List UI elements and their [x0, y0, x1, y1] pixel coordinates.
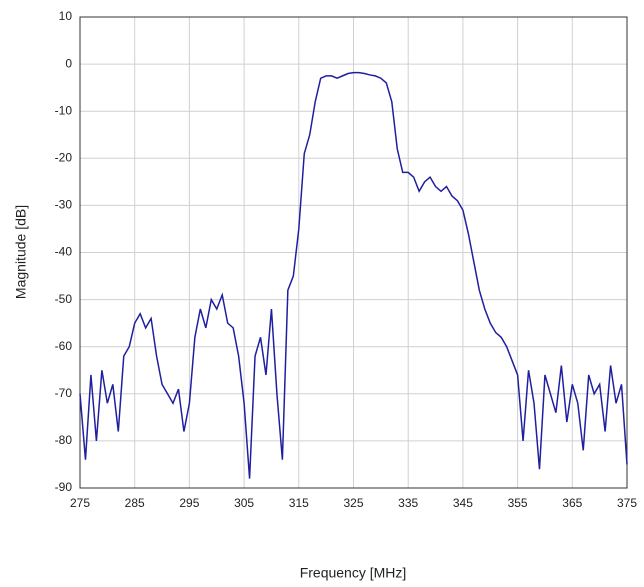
y-tick-label: 10 — [59, 9, 73, 23]
x-tick-label: 335 — [398, 496, 418, 510]
x-tick-label: 345 — [453, 496, 473, 510]
x-tick-label: 375 — [617, 496, 637, 510]
x-axis-title: Frequency [MHz] — [300, 565, 407, 581]
x-tick-label: 325 — [343, 496, 363, 510]
y-tick-label: -90 — [55, 480, 73, 494]
y-tick-label: -10 — [55, 103, 73, 117]
data-line — [79, 71, 628, 479]
x-tick-label: 275 — [70, 496, 90, 510]
x-tick-label: 295 — [179, 496, 199, 510]
y-tick-label: 0 — [65, 56, 72, 70]
x-tick-label: 355 — [508, 496, 528, 510]
x-tick-label: 365 — [562, 496, 582, 510]
x-tick-label: 285 — [125, 496, 145, 510]
y-tick-label: -20 — [55, 150, 73, 164]
x-tick-label: 315 — [289, 496, 309, 510]
x-tick-label: 305 — [234, 496, 254, 510]
y-tick-label: -30 — [55, 198, 73, 212]
plot-frame — [79, 16, 628, 489]
y-tick-label: -60 — [55, 339, 73, 353]
y-tick-label: -80 — [55, 433, 73, 447]
y-tick-label: -40 — [55, 245, 73, 259]
y-axis-title: Magnitude [dB] — [13, 205, 29, 299]
y-tick-label: -70 — [55, 386, 73, 400]
y-tick-label: -50 — [55, 292, 73, 306]
